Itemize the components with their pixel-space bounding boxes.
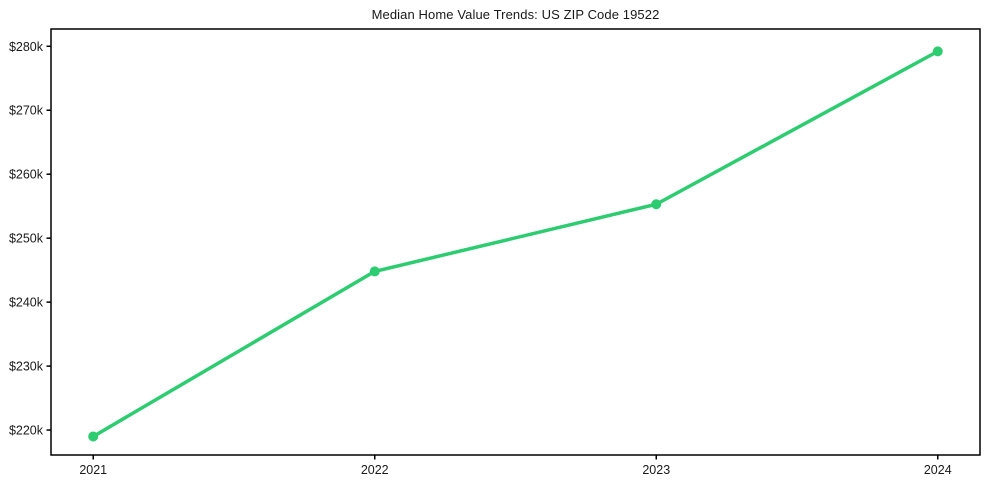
x-tick-label: 2024 — [924, 463, 952, 477]
y-tick-label: $250k — [9, 232, 44, 246]
data-point-marker — [651, 199, 662, 210]
y-tick-label: $240k — [9, 296, 44, 310]
x-tick-label: 2023 — [642, 463, 670, 477]
y-tick-label: $280k — [9, 40, 44, 54]
data-point-marker — [369, 266, 380, 277]
y-tick-label: $260k — [9, 168, 44, 182]
chart-title: Median Home Value Trends: US ZIP Code 19… — [371, 7, 660, 22]
x-tick-label: 2022 — [361, 463, 389, 477]
y-tick-label: $220k — [9, 424, 44, 438]
plot-frame — [50, 28, 981, 456]
y-tick-label: $270k — [9, 104, 44, 118]
x-tick-label: 2021 — [79, 463, 107, 477]
data-point-marker — [88, 431, 99, 442]
y-tick-label: $230k — [9, 360, 44, 374]
data-point-marker — [932, 46, 943, 57]
data-line — [91, 49, 940, 439]
